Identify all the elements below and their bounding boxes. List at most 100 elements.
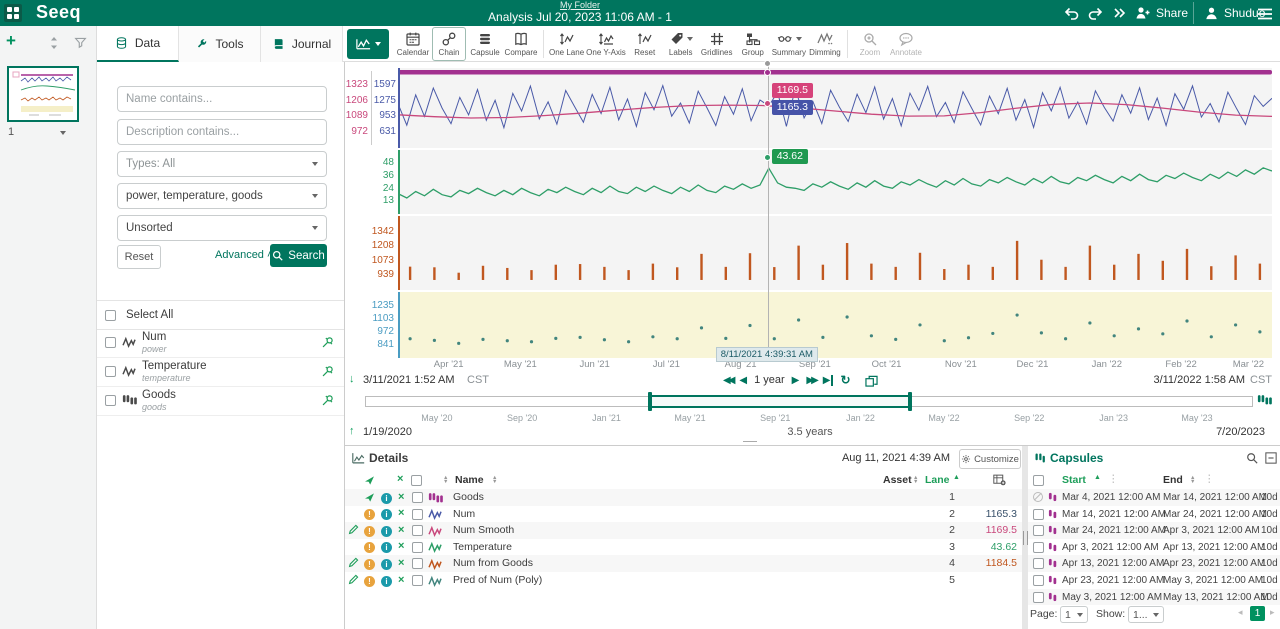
dot-sample[interactable]	[870, 334, 873, 337]
details-row-num[interactable]: !i×Num21165.3	[345, 506, 1022, 523]
warning-icon[interactable]: !	[364, 541, 375, 553]
tool-summary-button[interactable]: Summary	[772, 27, 806, 61]
remove-icon[interactable]: ×	[398, 507, 404, 519]
dot-sample[interactable]	[894, 338, 897, 341]
row-checkbox[interactable]	[412, 575, 423, 586]
seeq-logo[interactable]: Seeq	[36, 2, 81, 23]
sort-icon[interactable]: ▲▼	[443, 476, 448, 484]
dot-sample[interactable]	[700, 326, 703, 329]
edit-pencil-icon[interactable]	[348, 557, 359, 568]
dot-sample[interactable]	[676, 337, 679, 340]
row-checkbox[interactable]	[412, 558, 423, 569]
dot-sample[interactable]	[991, 332, 994, 335]
filter-worksheets-icon[interactable]	[74, 36, 87, 49]
pin-icon[interactable]	[321, 394, 334, 407]
series-num-smooth[interactable]	[398, 103, 1272, 118]
capsule-time-icon[interactable]	[1257, 394, 1272, 406]
tool-gridlines-button[interactable]: Gridlines	[700, 27, 734, 61]
lane-column-header[interactable]: Lane	[925, 474, 950, 486]
remove-column-icon[interactable]: ×	[397, 474, 403, 485]
types-dropdown[interactable]: Types: All	[117, 151, 327, 177]
dot-sample[interactable]	[724, 337, 727, 340]
dot-sample[interactable]	[1258, 330, 1261, 333]
row-checkbox[interactable]	[412, 525, 423, 536]
details-row-temperature[interactable]: !i×Temperature343.62	[345, 539, 1022, 556]
step-to-end-icon[interactable]: ▶	[823, 375, 834, 386]
advanced-search-link[interactable]: Advanced ˄	[215, 249, 273, 261]
display-range-end[interactable]: 3/11/2022 1:58 AM	[1140, 374, 1245, 386]
step-back-icon[interactable]: ◀	[739, 375, 747, 386]
step-back-fast-icon[interactable]: ◀◀	[723, 375, 732, 386]
dot-sample[interactable]	[506, 339, 509, 342]
info-icon[interactable]: i	[381, 508, 392, 520]
row-checkbox[interactable]	[412, 542, 423, 553]
dot-sample[interactable]	[846, 315, 849, 318]
tool-chain-button[interactable]: Chain	[432, 27, 466, 61]
info-icon[interactable]: i	[381, 492, 392, 504]
worksheet-expand-icon[interactable]	[60, 126, 66, 138]
info-icon[interactable]: i	[381, 575, 392, 587]
list-item-num[interactable]: Numpower	[97, 328, 344, 358]
investigate-end-date[interactable]: 7/20/2023	[1175, 426, 1265, 438]
tool-labels-button[interactable]: Labels	[664, 27, 698, 61]
tab-data[interactable]: Data	[97, 26, 179, 62]
dot-sample[interactable]	[773, 337, 776, 340]
add-worksheet-button[interactable]: +	[6, 31, 16, 51]
dot-sample[interactable]	[748, 324, 751, 327]
current-page-button[interactable]: 1	[1250, 606, 1265, 621]
show-select[interactable]: 1...	[1128, 606, 1164, 623]
info-icon[interactable]: i	[381, 558, 392, 570]
capsule-checkbox[interactable]	[1033, 509, 1044, 520]
list-item-temperature[interactable]: Temperaturetemperature	[97, 357, 344, 387]
dot-sample[interactable]	[918, 323, 921, 326]
condition-capsule-track[interactable]	[398, 70, 1272, 75]
pointer-icon[interactable]	[364, 492, 375, 503]
tab-tools[interactable]: Tools	[179, 26, 261, 62]
details-row-num-smooth[interactable]: !i×Num Smooth21169.5	[345, 522, 1022, 539]
range-duration-label[interactable]: 1 year	[754, 374, 785, 386]
dot-sample[interactable]	[943, 339, 946, 342]
details-row-num-from-goods[interactable]: !i×Num from Goods41184.5	[345, 555, 1022, 572]
remove-icon[interactable]: ×	[398, 524, 404, 536]
range-handle-left[interactable]	[648, 392, 652, 411]
dot-sample[interactable]	[1040, 331, 1043, 334]
tab-journal[interactable]: Journal	[261, 26, 343, 62]
copy-range-icon[interactable]	[865, 375, 877, 386]
dot-sample[interactable]	[603, 338, 606, 341]
tool-compare-button[interactable]: Compare	[504, 27, 538, 61]
share-button[interactable]: Share	[1134, 3, 1188, 23]
hamburger-menu-icon[interactable]	[1256, 5, 1274, 23]
name-column-header[interactable]: Name	[455, 474, 484, 486]
tool-capsule-button[interactable]: Capsule	[468, 27, 502, 61]
customize-button[interactable]: Customize	[959, 449, 1021, 469]
sort-icon[interactable]: ▲▼	[1190, 476, 1195, 484]
redo-icon[interactable]	[1087, 4, 1105, 22]
dot-sample[interactable]	[409, 337, 412, 340]
column-menu-icon[interactable]: ⋮	[1108, 473, 1119, 485]
step-forward-fast-icon[interactable]: ▶▶	[806, 375, 815, 386]
row-checkbox[interactable]	[412, 509, 423, 520]
capsule-row[interactable]: Apr 3, 2021 12:00 AMApr 13, 2021 12:00 A…	[1028, 539, 1280, 556]
sort-icon[interactable]: ▲▼	[913, 476, 918, 484]
capsule-checkbox[interactable]	[1033, 592, 1044, 603]
item-checkbox[interactable]	[105, 395, 116, 406]
worksheet-thumbnail[interactable]	[7, 66, 79, 122]
warning-icon[interactable]: !	[364, 558, 375, 570]
warning-icon[interactable]: !	[364, 575, 375, 587]
warning-icon[interactable]: !	[364, 525, 375, 537]
capsule-row[interactable]: Mar 4, 2021 12:00 AMMar 14, 2021 12:00 A…	[1028, 489, 1280, 506]
prev-page-icon[interactable]: ◂	[1238, 607, 1243, 618]
pin-icon[interactable]	[321, 336, 334, 349]
dot-sample[interactable]	[1161, 332, 1164, 335]
range-handle-right[interactable]	[908, 392, 912, 411]
sort-icon[interactable]: ▲▼	[492, 476, 497, 484]
end-column-header[interactable]: End	[1163, 474, 1183, 486]
dot-sample[interactable]	[1137, 327, 1140, 330]
extend-range-down-icon[interactable]: ↓	[349, 373, 355, 385]
collapse-panel-icon[interactable]	[1265, 452, 1277, 464]
dot-sample[interactable]	[1088, 321, 1091, 324]
capsule-row[interactable]: Mar 24, 2021 12:00 AMApr 3, 2021 12:00 A…	[1028, 522, 1280, 539]
info-icon[interactable]: i	[381, 541, 392, 553]
remove-icon[interactable]: ×	[398, 540, 404, 552]
dot-sample[interactable]	[554, 337, 557, 340]
